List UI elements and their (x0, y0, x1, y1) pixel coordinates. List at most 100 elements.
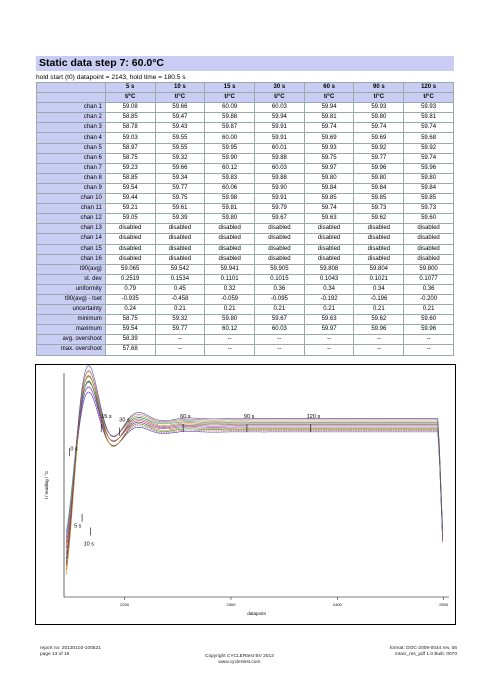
series-line (65, 391, 443, 543)
series-line (65, 375, 443, 560)
table-row: chan 9 59.54 59.77 60.06 59.90 59.84 59.84 59.8… (36, 182, 454, 195)
table-cell: 59.80 (204, 213, 255, 225)
table-row: chan 15 disabled disabled disabled disabled d… (36, 243, 454, 255)
table-row: maximum 59.54 59.77 60.12 60.03 59.97 59.96 59.… (36, 324, 454, 336)
table-cell: 59.85 (303, 193, 355, 205)
table-cell: disabled (403, 243, 454, 255)
row-label: chan 2 (36, 112, 106, 124)
table-row: chan 11 59.21 59.61 59.81 59.79 59.74 59.73 59.… (36, 203, 454, 215)
unit-cell: t/°C (154, 92, 206, 104)
table-row: avg. overshoot 58.39 -- -- -- -- -- -- (36, 334, 454, 346)
table-cell: 0.1101 (204, 273, 255, 285)
time-marker-label: 5 s (74, 524, 82, 530)
chart-frame: 2200 2300 2400 2500 datapoint t / reading / °… (35, 364, 456, 625)
table-unit-row: t/°C t/°C t/°C t/°C t/°C t/°C t/°C (36, 92, 454, 104)
table-cell: 59.39 (154, 213, 206, 225)
table-cell: 59.905 (254, 263, 305, 275)
table-cell: -- (254, 334, 305, 346)
row-label: chan 3 (36, 122, 106, 134)
table-row: chan 5 58.97 59.55 59.95 60.01 59.93 59.92 59.9… (36, 142, 454, 154)
table-cell: 0.21 (254, 304, 305, 316)
table-cell: 59.62 (353, 213, 405, 225)
table-row: uncertainty 0.24 0.21 0.21 0.21 0.21 0.21 0.21 (36, 304, 454, 316)
table-row: chan 6 58.75 59.32 59.90 59.88 59.75 59.77 59.7… (36, 152, 454, 164)
table-cell: 59.93 (303, 142, 355, 154)
table-cell: 59.94 (254, 112, 305, 124)
table-cell: 59.98 (204, 193, 255, 205)
table-cell: disabled (204, 233, 255, 245)
table-cell: 0.34 (353, 283, 405, 295)
row-label: chan 13 (36, 223, 106, 235)
table-cell: 59.85 (403, 193, 454, 205)
table-cell: -- (154, 334, 206, 346)
table-cell: 59.74 (403, 122, 454, 134)
table-cell: 0.1021 (353, 273, 405, 285)
table-cell: 59.77 (154, 324, 206, 336)
table-cell: disabled (353, 243, 405, 255)
table-cell: 58.39 (104, 334, 156, 346)
table-cell: 59.68 (403, 132, 454, 144)
table-cell: -- (403, 344, 454, 356)
table-cell: 59.32 (154, 314, 206, 326)
table-cell: 58.97 (104, 142, 156, 154)
table-cell: 59.88 (254, 172, 305, 184)
table-cell: disabled (104, 253, 156, 265)
table-cell: -0.095 (254, 293, 305, 306)
table-cell: 60.00 (204, 132, 255, 144)
table-cell: 59.73 (353, 203, 405, 215)
table-cell: disabled (303, 253, 355, 265)
table-cell: 59.97 (303, 324, 355, 336)
table-cell: 0.32 (204, 283, 255, 295)
row-label: chan 1 (36, 102, 106, 114)
table-cell: 59.81 (204, 203, 255, 215)
time-marker-label: 60 s (180, 414, 191, 420)
table-cell: 0.21 (403, 304, 454, 316)
table-cell: 58.85 (104, 112, 156, 124)
table-cell: 59.60 (403, 213, 454, 225)
table-cell: 59.69 (353, 132, 405, 144)
table-cell: 59.77 (154, 182, 206, 195)
table-row: st. dev 0.2519 0.1534 0.1101 0.1015 0.1043 0.1… (36, 273, 454, 285)
table-cell: 58.75 (104, 152, 156, 164)
table-cell: 0.21 (303, 304, 355, 316)
table-row: chan 13 disabled disabled disabled disabled d… (36, 223, 454, 235)
table-cell: disabled (303, 243, 355, 255)
report-number: report no: 20130103-100521 (40, 646, 101, 651)
table-cell: -0.059 (204, 293, 255, 306)
table-row: chan 10 59.44 59.75 59.98 59.91 59.85 59.85 59.… (36, 193, 454, 205)
table-cell: 58.75 (104, 314, 156, 326)
time-marker-label: 90 s (244, 414, 255, 420)
unit-cell: t/°C (353, 92, 405, 104)
x-axis-label: datapoint (247, 611, 266, 616)
table-row: chan 16 disabled disabled disabled disabled d… (36, 253, 454, 265)
table-cell: disabled (204, 223, 255, 235)
table-row: max. overshoot 57.68 -- -- -- -- -- -- (36, 344, 454, 356)
y-axis-label: t / reading / °C (44, 470, 49, 500)
x-tick-label: 2500 (439, 602, 449, 607)
table-cell: 60.09 (204, 102, 255, 114)
column-header: 30 s (254, 81, 305, 94)
table-cell: 59.23 (104, 162, 156, 174)
table-row: chan 4 59.03 59.55 60.00 59.91 59.69 59.69 59.6… (36, 132, 454, 144)
table-cell: 59.81 (403, 112, 454, 124)
table-cell: 59.55 (154, 142, 206, 154)
table-cell: 59.73 (403, 203, 454, 215)
table-cell: 0.1043 (303, 273, 355, 285)
table-cell: 60.12 (204, 324, 255, 336)
table-cell: 59.542 (154, 263, 206, 275)
table-cell: disabled (303, 223, 355, 235)
table-cell: 0.79 (104, 283, 156, 295)
table-cell: 59.93 (353, 102, 405, 114)
row-label: chan 6 (36, 152, 106, 164)
table-row: uniformity 0.79 0.45 0.32 0.36 0.34 0.34 0.36 (36, 283, 454, 295)
table-cell: 59.84 (353, 182, 405, 195)
hold-info: hold start (t0) datapoint = 2143, hold t… (36, 74, 186, 81)
table-cell: 59.96 (353, 324, 405, 336)
table-cell: 59.80 (303, 172, 355, 184)
table-body: chan 1 59.08 59.66 60.09 60.03 59.94 59.93 59.9… (36, 102, 454, 356)
row-label: chan 14 (36, 233, 106, 245)
table-cell: 59.75 (154, 193, 206, 205)
table-cell: 59.94 (303, 102, 355, 114)
table-cell: 59.95 (204, 142, 255, 154)
series-line (65, 385, 443, 554)
